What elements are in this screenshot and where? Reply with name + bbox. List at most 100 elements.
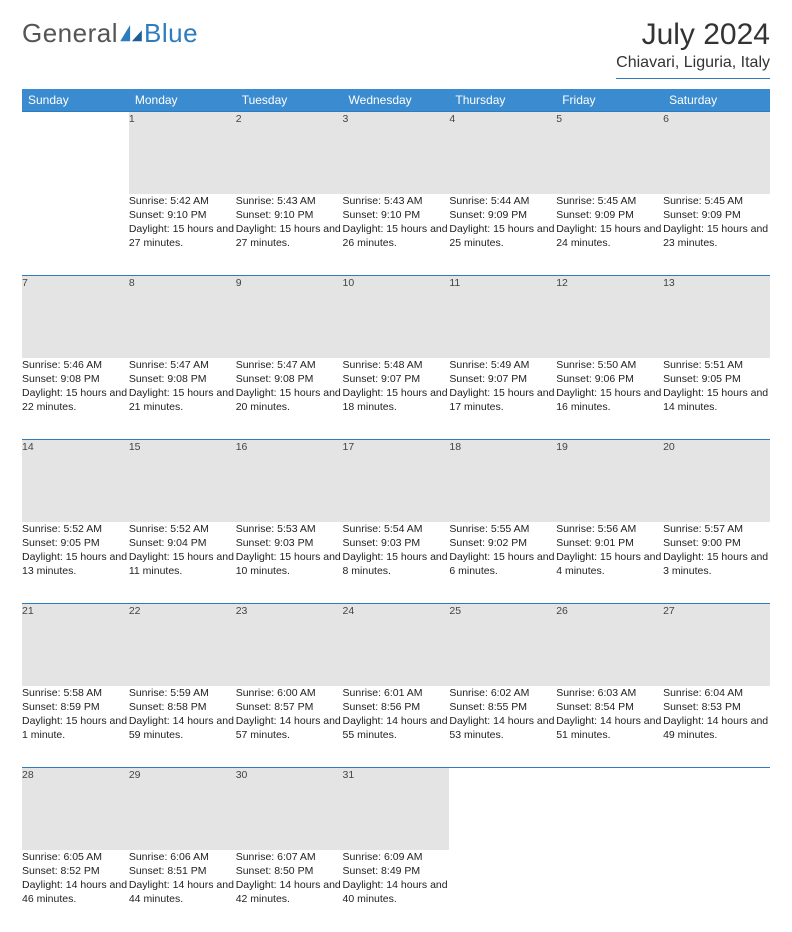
daylight-line: Daylight: 15 hours and 16 minutes. xyxy=(556,386,663,414)
daylight-line: Daylight: 15 hours and 20 minutes. xyxy=(236,386,343,414)
sunset-line: Sunset: 9:00 PM xyxy=(663,536,770,550)
day-number-cell xyxy=(556,768,663,850)
day-cell: Sunrise: 6:00 AMSunset: 8:57 PMDaylight:… xyxy=(236,686,343,768)
day-number-cell: 5 xyxy=(556,112,663,194)
sunset-line: Sunset: 8:59 PM xyxy=(22,700,129,714)
sunset-line: Sunset: 9:07 PM xyxy=(343,372,450,386)
daylight-line: Daylight: 15 hours and 23 minutes. xyxy=(663,222,770,250)
daylight-line: Daylight: 14 hours and 49 minutes. xyxy=(663,714,770,742)
day-number-cell: 1 xyxy=(129,112,236,194)
day-number-cell: 10 xyxy=(343,276,450,358)
day-number-cell: 7 xyxy=(22,276,129,358)
day-cell: Sunrise: 5:47 AMSunset: 9:08 PMDaylight:… xyxy=(236,358,343,440)
weekday-header: Saturday xyxy=(663,89,770,112)
sunrise-line: Sunrise: 5:57 AM xyxy=(663,522,770,536)
calendar-table: Sunday Monday Tuesday Wednesday Thursday… xyxy=(22,89,770,932)
day-number-cell xyxy=(449,768,556,850)
day-number-cell: 16 xyxy=(236,440,343,522)
sunset-line: Sunset: 9:10 PM xyxy=(343,208,450,222)
day-number-cell: 17 xyxy=(343,440,450,522)
daylight-line: Daylight: 14 hours and 51 minutes. xyxy=(556,714,663,742)
day-cell: Sunrise: 5:57 AMSunset: 9:00 PMDaylight:… xyxy=(663,522,770,604)
daynum-row: 78910111213 xyxy=(22,276,770,358)
day-content-row: Sunrise: 6:05 AMSunset: 8:52 PMDaylight:… xyxy=(22,850,770,932)
weekday-header: Monday xyxy=(129,89,236,112)
sunset-line: Sunset: 9:01 PM xyxy=(556,536,663,550)
day-number-cell: 13 xyxy=(663,276,770,358)
sunrise-line: Sunrise: 6:01 AM xyxy=(343,686,450,700)
sunrise-line: Sunrise: 5:58 AM xyxy=(22,686,129,700)
daylight-line: Daylight: 15 hours and 8 minutes. xyxy=(343,550,450,578)
day-number-cell: 28 xyxy=(22,768,129,850)
location: Chiavari, Liguria, Italy xyxy=(616,54,770,72)
day-cell: Sunrise: 5:50 AMSunset: 9:06 PMDaylight:… xyxy=(556,358,663,440)
daylight-line: Daylight: 15 hours and 14 minutes. xyxy=(663,386,770,414)
logo-text-1: General xyxy=(22,18,118,49)
day-number-cell: 3 xyxy=(343,112,450,194)
sunrise-line: Sunrise: 5:44 AM xyxy=(449,194,556,208)
sunrise-line: Sunrise: 5:59 AM xyxy=(129,686,236,700)
sunset-line: Sunset: 8:57 PM xyxy=(236,700,343,714)
sunrise-line: Sunrise: 5:56 AM xyxy=(556,522,663,536)
weekday-header: Tuesday xyxy=(236,89,343,112)
sunrise-line: Sunrise: 5:55 AM xyxy=(449,522,556,536)
sunset-line: Sunset: 9:09 PM xyxy=(449,208,556,222)
sunrise-line: Sunrise: 5:48 AM xyxy=(343,358,450,372)
day-number-cell: 8 xyxy=(129,276,236,358)
daylight-line: Daylight: 15 hours and 21 minutes. xyxy=(129,386,236,414)
logo-text-2: Blue xyxy=(144,18,198,49)
daylight-line: Daylight: 15 hours and 3 minutes. xyxy=(663,550,770,578)
day-cell: Sunrise: 6:09 AMSunset: 8:49 PMDaylight:… xyxy=(343,850,450,932)
daylight-line: Daylight: 15 hours and 24 minutes. xyxy=(556,222,663,250)
daylight-line: Daylight: 14 hours and 55 minutes. xyxy=(343,714,450,742)
sunrise-line: Sunrise: 6:09 AM xyxy=(343,850,450,864)
day-number-cell xyxy=(663,768,770,850)
sunset-line: Sunset: 9:10 PM xyxy=(129,208,236,222)
day-number-cell: 27 xyxy=(663,604,770,686)
sunrise-line: Sunrise: 6:04 AM xyxy=(663,686,770,700)
daylight-line: Daylight: 15 hours and 17 minutes. xyxy=(449,386,556,414)
day-number-cell: 4 xyxy=(449,112,556,194)
day-cell: Sunrise: 5:42 AMSunset: 9:10 PMDaylight:… xyxy=(129,194,236,276)
sunrise-line: Sunrise: 6:03 AM xyxy=(556,686,663,700)
title-rule xyxy=(616,78,770,79)
sunrise-line: Sunrise: 5:54 AM xyxy=(343,522,450,536)
day-cell: Sunrise: 6:01 AMSunset: 8:56 PMDaylight:… xyxy=(343,686,450,768)
sunrise-line: Sunrise: 5:50 AM xyxy=(556,358,663,372)
sunrise-line: Sunrise: 5:46 AM xyxy=(22,358,129,372)
day-cell: Sunrise: 5:43 AMSunset: 9:10 PMDaylight:… xyxy=(343,194,450,276)
day-cell: Sunrise: 5:49 AMSunset: 9:07 PMDaylight:… xyxy=(449,358,556,440)
day-number-cell xyxy=(22,112,129,194)
sunset-line: Sunset: 9:05 PM xyxy=(22,536,129,550)
sunrise-line: Sunrise: 5:49 AM xyxy=(449,358,556,372)
day-cell: Sunrise: 5:58 AMSunset: 8:59 PMDaylight:… xyxy=(22,686,129,768)
sunset-line: Sunset: 8:56 PM xyxy=(343,700,450,714)
day-number-cell: 23 xyxy=(236,604,343,686)
weekday-header: Wednesday xyxy=(343,89,450,112)
sunrise-line: Sunrise: 5:47 AM xyxy=(236,358,343,372)
sunset-line: Sunset: 8:53 PM xyxy=(663,700,770,714)
sunset-line: Sunset: 8:49 PM xyxy=(343,864,450,878)
sunset-line: Sunset: 8:51 PM xyxy=(129,864,236,878)
sunrise-line: Sunrise: 5:45 AM xyxy=(556,194,663,208)
daylight-line: Daylight: 15 hours and 4 minutes. xyxy=(556,550,663,578)
sunset-line: Sunset: 8:54 PM xyxy=(556,700,663,714)
daylight-line: Daylight: 15 hours and 6 minutes. xyxy=(449,550,556,578)
day-cell: Sunrise: 5:45 AMSunset: 9:09 PMDaylight:… xyxy=(663,194,770,276)
day-number-cell: 21 xyxy=(22,604,129,686)
sunrise-line: Sunrise: 5:42 AM xyxy=(129,194,236,208)
sunset-line: Sunset: 9:08 PM xyxy=(129,372,236,386)
day-cell: Sunrise: 5:52 AMSunset: 9:04 PMDaylight:… xyxy=(129,522,236,604)
day-number-cell: 15 xyxy=(129,440,236,522)
day-number-cell: 26 xyxy=(556,604,663,686)
daynum-row: 123456 xyxy=(22,112,770,194)
daylight-line: Daylight: 15 hours and 10 minutes. xyxy=(236,550,343,578)
daylight-line: Daylight: 14 hours and 40 minutes. xyxy=(343,878,450,906)
title-block: July 2024 Chiavari, Liguria, Italy xyxy=(616,18,770,79)
day-cell: Sunrise: 5:55 AMSunset: 9:02 PMDaylight:… xyxy=(449,522,556,604)
day-number-cell: 22 xyxy=(129,604,236,686)
weekday-header-row: Sunday Monday Tuesday Wednesday Thursday… xyxy=(22,89,770,112)
sunset-line: Sunset: 9:06 PM xyxy=(556,372,663,386)
day-cell: Sunrise: 5:44 AMSunset: 9:09 PMDaylight:… xyxy=(449,194,556,276)
day-cell xyxy=(556,850,663,932)
